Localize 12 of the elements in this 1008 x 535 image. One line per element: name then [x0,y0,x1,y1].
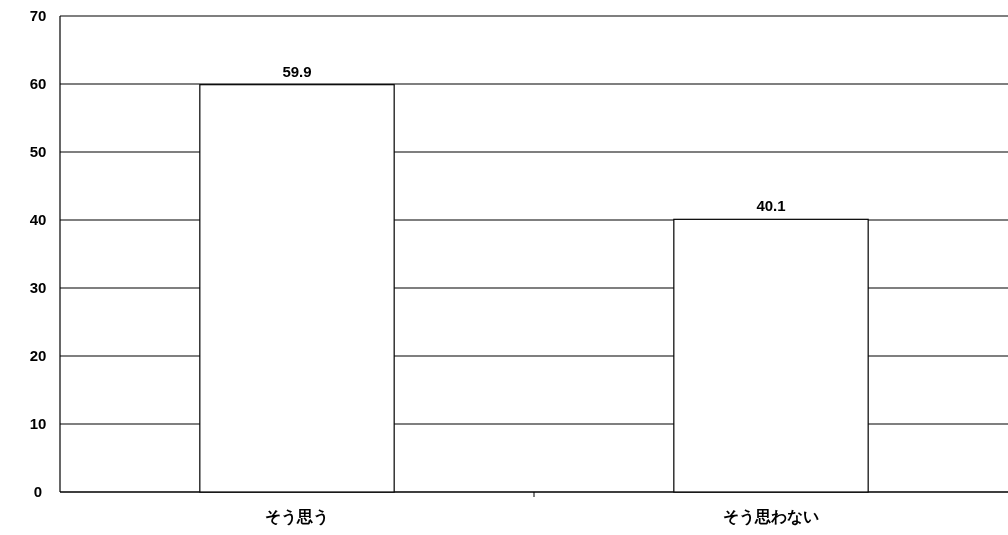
y-tick-label: 60 [29,75,47,92]
data-label: 40.1 [756,197,786,215]
x-tick-label: そう思わない [723,508,819,526]
x-tick-label: そう思う [265,508,329,526]
y-tick-label: 20 [29,347,47,364]
y-tick-label: 40 [29,211,47,228]
y-tick-label: 50 [29,143,47,160]
y-tick-label: 0 [33,483,43,500]
y-tick-label: 10 [29,415,47,432]
data-label: 59.9 [282,62,312,80]
y-tick-label: 30 [29,279,47,296]
y-tick-label: 70 [29,7,47,24]
